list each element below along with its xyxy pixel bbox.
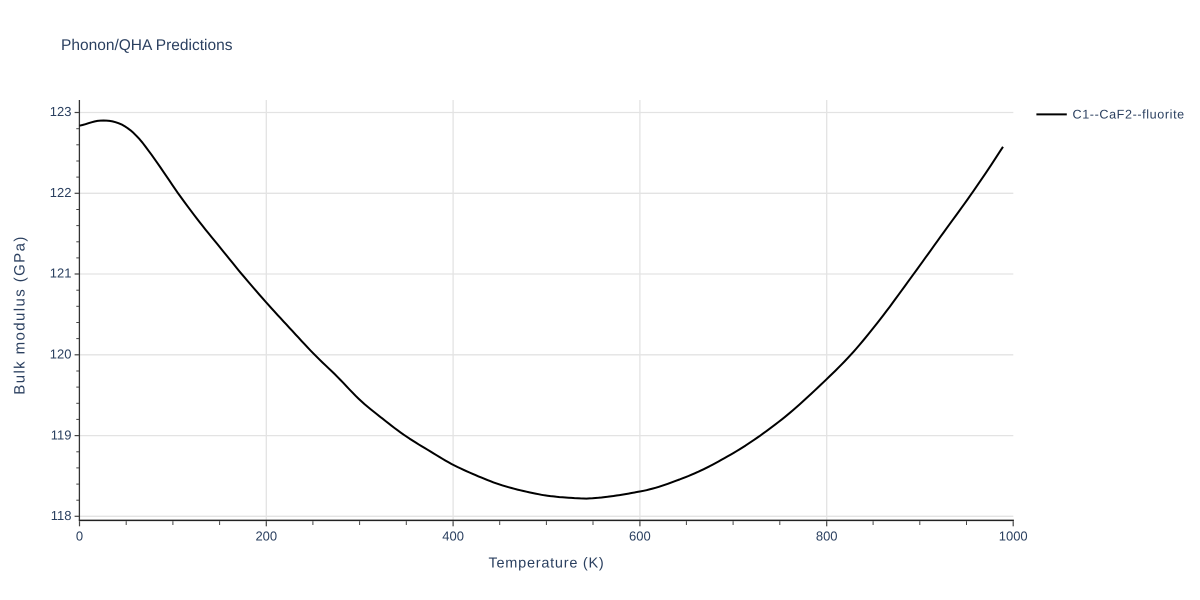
svg-text:122: 122 (50, 185, 72, 200)
svg-text:Phonon/QHA Predictions: Phonon/QHA Predictions (61, 37, 233, 54)
svg-text:0: 0 (76, 528, 83, 543)
svg-text:121: 121 (50, 266, 72, 281)
svg-text:Bulk modulus (GPa): Bulk modulus (GPa) (12, 235, 29, 394)
svg-text:800: 800 (816, 528, 838, 543)
svg-text:C1--CaF2--fluorite: C1--CaF2--fluorite (1073, 108, 1185, 122)
svg-text:600: 600 (629, 528, 651, 543)
svg-text:200: 200 (255, 528, 277, 543)
svg-text:120: 120 (50, 347, 72, 362)
svg-text:123: 123 (50, 104, 72, 119)
svg-text:Temperature (K): Temperature (K) (488, 555, 604, 571)
svg-text:119: 119 (51, 427, 72, 442)
svg-text:400: 400 (442, 528, 464, 543)
svg-text:1000: 1000 (999, 528, 1028, 543)
svg-text:118: 118 (51, 508, 72, 523)
